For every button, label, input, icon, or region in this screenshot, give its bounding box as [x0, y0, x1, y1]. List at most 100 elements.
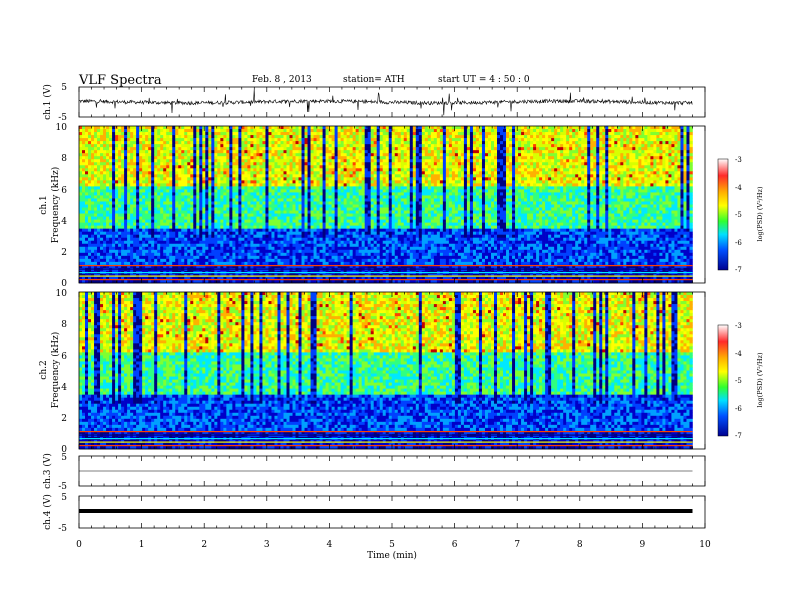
spectrogram-cell [325, 153, 329, 157]
spectrogram-cell [94, 168, 98, 172]
spectrogram-cell [121, 210, 125, 214]
spectrogram-cell [298, 210, 302, 214]
spectrogram-cell [112, 150, 116, 154]
spectrogram-cell [250, 165, 254, 169]
spectrogram-cell [223, 249, 227, 254]
spectrogram-cell [349, 159, 353, 163]
spectrogram-cell [94, 159, 98, 163]
spectrogram-cell [160, 255, 164, 260]
spectrogram-cell [79, 165, 83, 169]
spectrogram-cell [256, 207, 260, 211]
spectrogram-cell [157, 168, 161, 172]
spectrogram-cell [355, 144, 359, 148]
spectrogram-cell [133, 219, 137, 223]
spectrogram-cell [181, 174, 185, 178]
spectrogram-cell [187, 258, 191, 263]
spectrogram-cell [238, 198, 242, 202]
spectrogram-cell [94, 165, 98, 169]
spectrogram-cell [223, 261, 227, 266]
spectrogram-cell [289, 174, 293, 178]
spectrogram-cell [325, 249, 329, 254]
spectrogram-cell [136, 237, 140, 242]
spectrogram-cell [238, 237, 242, 242]
spectrogram-cell [97, 243, 101, 248]
spectrogram-cell [142, 195, 146, 199]
spectrogram-cell [148, 219, 152, 223]
spectrogram-cell [127, 225, 131, 229]
spectrogram-cell [352, 129, 356, 133]
spectrogram-cell [172, 153, 176, 157]
spectrogram-cell [343, 129, 347, 133]
spectrogram-cell [100, 207, 104, 211]
spectrogram-cell [172, 150, 176, 154]
spectrogram-cell [172, 144, 176, 148]
spectrogram-cell [118, 180, 122, 184]
spectrogram-cell [205, 228, 209, 232]
spectrogram-cell [337, 213, 341, 217]
spectrogram-cell [178, 159, 182, 163]
spectrogram-cell [151, 219, 155, 223]
spectrogram-cell [214, 243, 218, 248]
spectrogram-cell [343, 252, 347, 257]
spectrogram-cell [142, 210, 146, 214]
spectrogram-cell [229, 261, 233, 266]
spectrogram-cell [142, 225, 146, 229]
spectrogram-cell [145, 210, 149, 214]
spectrogram-cell [229, 258, 233, 263]
spectrogram-cell [145, 156, 149, 160]
spectrogram-cell [313, 252, 317, 257]
spectrogram-cell [265, 159, 269, 163]
spectrogram-cell [97, 129, 101, 133]
spectrogram-cell [361, 207, 365, 211]
spectrogram-cell [256, 177, 260, 181]
spectrogram-cell [319, 165, 323, 169]
spectrogram-cell [355, 183, 359, 187]
spectrogram-cell [118, 156, 122, 160]
spectrogram-cell [220, 174, 224, 178]
spectrogram-cell [298, 129, 302, 133]
spectrogram-cell [271, 153, 275, 157]
spectrogram-cell [355, 198, 359, 202]
spectrogram-cell [121, 180, 125, 184]
spectrogram-cell [289, 168, 293, 172]
spectrogram-cell [295, 249, 299, 254]
spectrogram-cell [100, 171, 104, 175]
spectrogram-cell [235, 249, 239, 254]
spectrogram-cell [130, 240, 134, 245]
spectrogram-cell [361, 240, 365, 245]
spectrogram-cell [316, 213, 320, 217]
spectrogram-cell [268, 129, 272, 133]
spectrogram-cell [142, 186, 146, 190]
spectrogram-cell [319, 132, 323, 136]
spectrogram-cell [310, 189, 314, 193]
spectrogram-cell [160, 162, 164, 166]
spectrogram-cell [214, 168, 218, 172]
spectrogram-cell [94, 171, 98, 175]
spectrogram-cell [355, 192, 359, 196]
spectrogram-cell [265, 198, 269, 202]
spectrogram-cell [328, 141, 332, 145]
spectrogram-cell [112, 237, 116, 242]
spectrogram-cell [136, 258, 140, 263]
spectrogram-cell [82, 189, 86, 193]
spectrogram-cell [337, 228, 341, 232]
spectrogram-cell [253, 231, 257, 235]
spectrogram-cell [172, 129, 176, 133]
spectrogram-cell [259, 198, 263, 202]
spectrogram-cell [220, 201, 224, 205]
spectrogram-cell [85, 219, 89, 223]
spectrogram-cell [274, 219, 278, 223]
spectrogram-cell [103, 228, 107, 232]
spectrogram-cell [301, 252, 305, 257]
spectrogram-cell [220, 252, 224, 257]
spectrogram-cell [136, 198, 140, 202]
spectrogram-cell [265, 132, 269, 136]
spectrogram-cell [148, 141, 152, 145]
spectrogram-cell [355, 240, 359, 245]
spectrogram-cell [328, 243, 332, 248]
spectrogram-cell [145, 216, 149, 220]
spectrogram-cell [355, 204, 359, 208]
spectrogram-cell [325, 201, 329, 205]
spectrogram-cell [256, 135, 260, 139]
spectrogram-cell [103, 126, 107, 130]
